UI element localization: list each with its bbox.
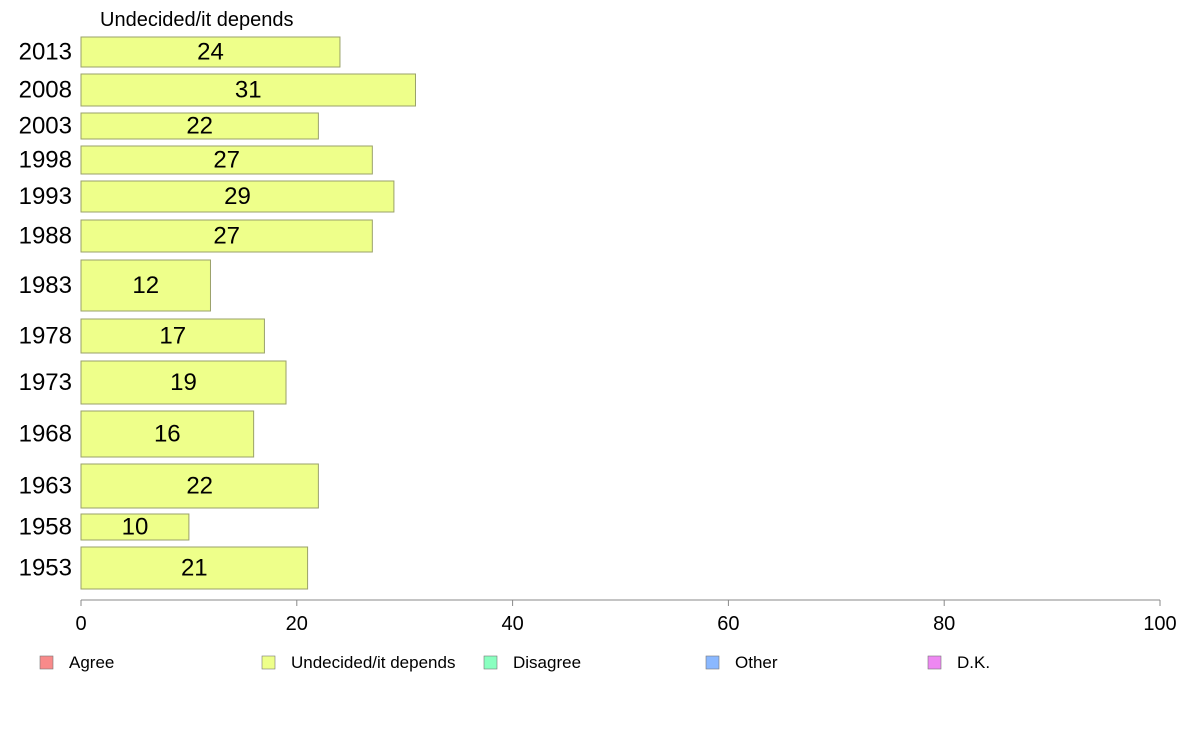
- legend-swatch-4: [927, 655, 942, 670]
- category-label-1953: 1953: [19, 555, 72, 582]
- bar-1978: [80, 318, 265, 354]
- bar-1953: [80, 546, 309, 590]
- category-label-1963: 1963: [19, 473, 72, 500]
- data-label-2008: 31: [235, 77, 262, 104]
- data-label-1978: 17: [159, 323, 186, 350]
- data-label-1963: 22: [186, 473, 213, 500]
- legend-swatch-0: [39, 655, 54, 670]
- category-label-1958: 1958: [19, 514, 72, 541]
- x-tick-label-40: 40: [501, 613, 523, 635]
- legend-label-1: Undecided/it depends: [291, 653, 455, 672]
- legend-label-4: D.K.: [957, 653, 990, 672]
- data-label-1993: 29: [224, 183, 251, 210]
- x-tick-label-20: 20: [286, 613, 308, 635]
- category-label-2013: 2013: [19, 39, 72, 66]
- data-label-1953: 21: [181, 555, 208, 582]
- category-label-1983: 1983: [19, 272, 72, 299]
- category-label-2003: 2003: [19, 113, 72, 140]
- category-label-1998: 1998: [19, 147, 72, 174]
- bars-group: 2013 24 2008 31 2003 22 1998 27 1993 29 1988 27 1983…: [19, 36, 416, 590]
- bar-1998: [80, 145, 373, 175]
- data-label-2013: 24: [197, 39, 224, 66]
- x-tick-label-100: 100: [1143, 613, 1176, 635]
- legend: Agree Undecided/it depends Disagree Other D.…: [39, 653, 990, 672]
- bar-1983: [80, 259, 211, 312]
- category-label-1978: 1978: [19, 323, 72, 350]
- legend-label-0: Agree: [69, 653, 114, 672]
- category-label-2008: 2008: [19, 77, 72, 104]
- bar-1963: [80, 463, 319, 509]
- x-tick-label-60: 60: [717, 613, 739, 635]
- category-label-1968: 1968: [19, 421, 72, 448]
- data-label-1968: 16: [154, 421, 181, 448]
- x-axis: 0 20 40 60 80 100: [75, 599, 1177, 635]
- category-label-1973: 1973: [19, 369, 72, 396]
- legend-label-2: Disagree: [513, 653, 581, 672]
- bar-2008: [80, 73, 416, 107]
- legend-swatch-1: [261, 655, 276, 670]
- bar-2013: [80, 36, 341, 68]
- data-label-1998: 27: [213, 147, 240, 174]
- legend-swatch-3: [705, 655, 720, 670]
- category-label-1988: 1988: [19, 223, 72, 250]
- bar-1973: [80, 360, 287, 405]
- bar-1988: [80, 219, 373, 253]
- category-label-1993: 1993: [19, 183, 72, 210]
- data-label-1973: 19: [170, 369, 197, 396]
- x-tick-label-0: 0: [75, 613, 86, 635]
- legend-swatch-2: [483, 655, 498, 670]
- data-label-1983: 12: [132, 272, 159, 299]
- data-label-2003: 22: [186, 113, 213, 140]
- chart-title: Undecided/it depends: [100, 9, 293, 31]
- bar-1993: [80, 180, 395, 213]
- data-label-1958: 10: [122, 514, 149, 541]
- bar-2003: [80, 112, 319, 140]
- x-tick-label-80: 80: [933, 613, 955, 635]
- bar-1958: [80, 513, 190, 541]
- bar-1968: [80, 410, 255, 458]
- legend-label-3: Other: [735, 653, 778, 672]
- data-label-1988: 27: [213, 223, 240, 250]
